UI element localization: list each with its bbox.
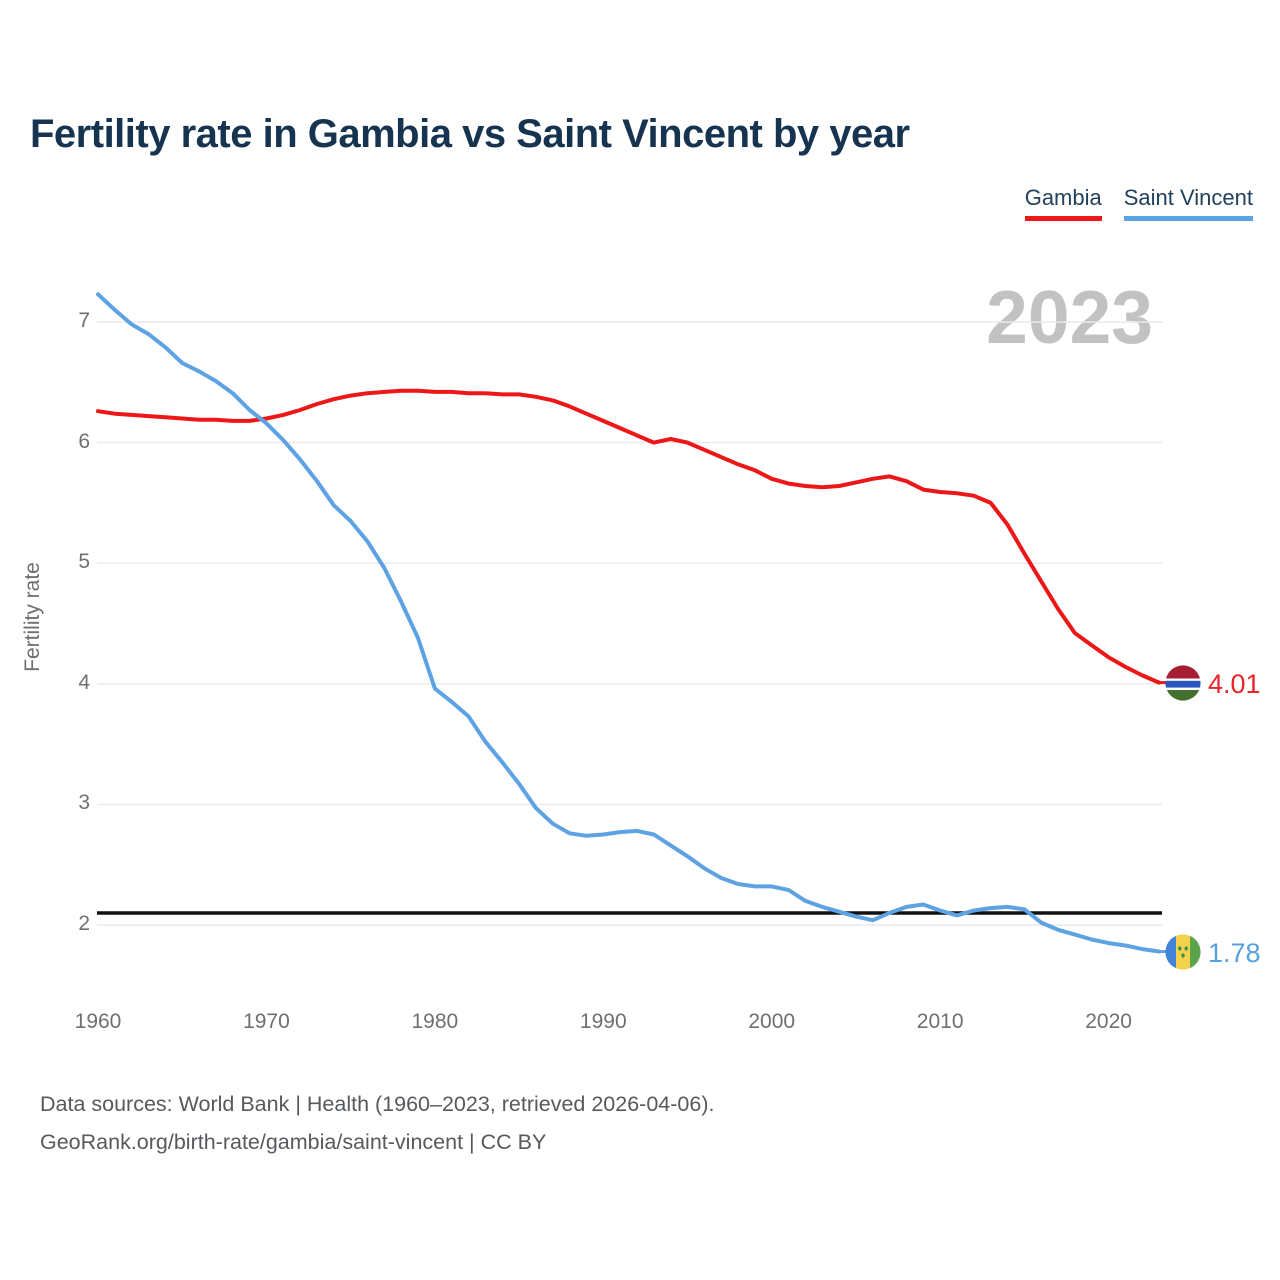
- x-tick-label: 2020: [1085, 1010, 1132, 1033]
- gambia-value-label: 4.01: [1208, 668, 1261, 699]
- y-tick-label: 4: [78, 670, 90, 694]
- footer-attribution: GeoRank.org/birth-rate/gambia/saint-vinc…: [40, 1129, 547, 1154]
- y-tick-label: 7: [78, 309, 90, 332]
- x-tick-label: 1990: [579, 1010, 627, 1033]
- footer: Data sources: World Bank | Health (1960–…: [40, 1086, 714, 1161]
- watermark-year: 2023: [986, 275, 1153, 359]
- footer-data-sources: Data sources: World Bank | Health (1960–…: [40, 1092, 715, 1116]
- x-tick-label: 2010: [916, 1010, 964, 1033]
- saint-vincent-value-label: 1.78: [1208, 937, 1261, 968]
- x-tick-label: 1960: [74, 1010, 122, 1033]
- legend: Gambia Saint Vincent: [1024, 185, 1253, 221]
- gambia-flag-icon: [1165, 664, 1201, 701]
- y-tick-label: 3: [78, 791, 90, 815]
- page-title: Fertility rate in Gambia vs Saint Vincen…: [30, 112, 910, 156]
- legend-item-saint-vincent[interactable]: Saint Vincent: [1123, 185, 1253, 221]
- legend-label-saint-vincent: Saint Vincent: [1123, 185, 1253, 210]
- x-tick-label: 1970: [243, 1010, 290, 1033]
- legend-item-gambia[interactable]: Gambia: [1024, 185, 1102, 221]
- x-tick-label: 1980: [411, 1010, 459, 1033]
- x-tick-label: 2000: [748, 1010, 796, 1033]
- gambia-line[interactable]: [96, 388, 1162, 685]
- legend-label-gambia: Gambia: [1024, 185, 1102, 210]
- saint-vincent-flag-icon: [1165, 933, 1201, 970]
- y-tick-label: 6: [78, 429, 90, 453]
- y-tick-label: 2: [78, 912, 90, 935]
- saint-vincent-line[interactable]: [96, 292, 1162, 954]
- y-tick-label: 5: [78, 550, 90, 574]
